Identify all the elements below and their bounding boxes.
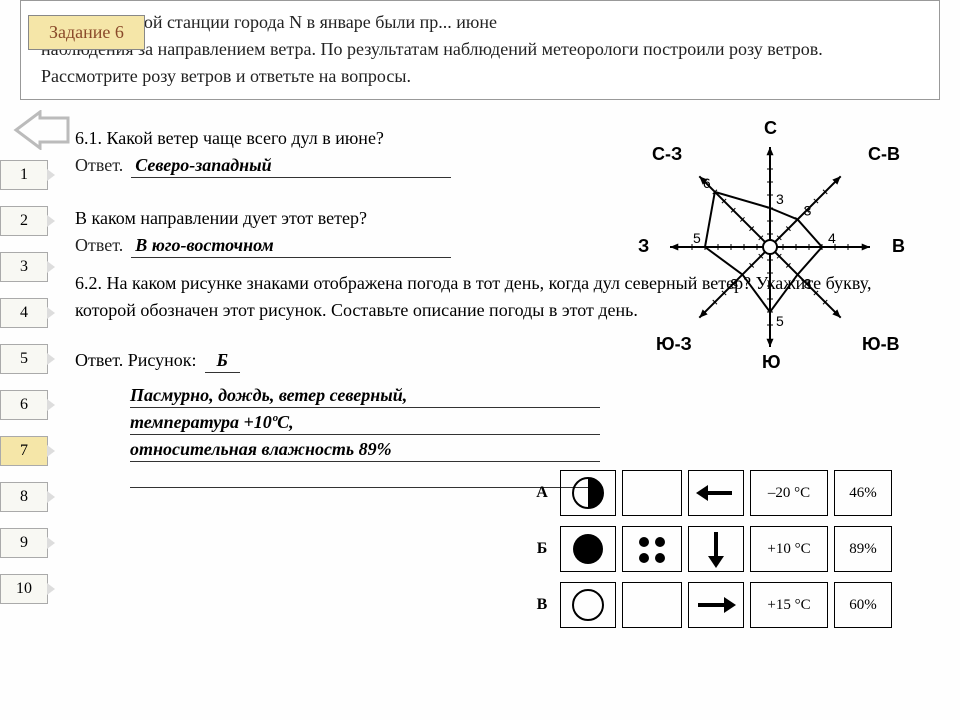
header-text-box: На ... огической станции города N в янва…	[20, 0, 940, 100]
svg-text:Ю-З: Ю-З	[656, 334, 692, 354]
answer-6-2-prefix: Ответ. Рисунок:	[75, 350, 197, 371]
weather-row-label: Б	[530, 540, 554, 558]
svg-text:3: 3	[776, 191, 784, 207]
answer-6-1b: В юго-восточном	[131, 235, 451, 258]
description-line-2: температура +10ºС,	[130, 412, 600, 435]
svg-text:Ю: Ю	[762, 352, 781, 372]
svg-text:Ю-В: Ю-В	[862, 334, 900, 354]
svg-text:3: 3	[804, 202, 812, 218]
weather-options: А –20 °C46% Б +10 °C89% В +15 °C60%	[530, 470, 930, 638]
svg-text:6: 6	[703, 175, 711, 191]
cloud-icon	[560, 470, 616, 516]
weather-humidity: 89%	[834, 526, 892, 572]
svg-text:5: 5	[693, 230, 701, 246]
svg-text:С: С	[764, 118, 777, 138]
nav-tab-10[interactable]: 10	[0, 574, 48, 604]
nav-tab-3[interactable]: 3	[0, 252, 48, 282]
nav-tab-8[interactable]: 8	[0, 482, 48, 512]
svg-text:3: 3	[730, 276, 738, 292]
cloud-icon	[560, 526, 616, 572]
wind-icon	[688, 582, 744, 628]
cloud-icon	[560, 582, 616, 628]
wind-rose-diagram: 33435356СС-ВВЮ-ВЮЮ-ЗЗС-З	[610, 112, 930, 372]
svg-text:С-З: С-З	[652, 144, 682, 164]
wind-icon	[688, 470, 744, 516]
description-line-1: Пасмурно, дождь, ветер северный,	[130, 385, 600, 408]
weather-humidity: 46%	[834, 470, 892, 516]
weather-row: А –20 °C46%	[530, 470, 930, 516]
svg-text:3: 3	[804, 276, 812, 292]
precip-icon	[622, 526, 682, 572]
weather-row-label: А	[530, 484, 554, 502]
precip-icon	[622, 470, 682, 516]
svg-text:5: 5	[776, 313, 784, 329]
nav-tabs: 1 2 3 4 5 6 7 8 9 10	[0, 160, 60, 620]
nav-tab-9[interactable]: 9	[0, 528, 48, 558]
weather-row: Б +10 °C89%	[530, 526, 930, 572]
answer-6-2-letter: Б	[205, 350, 240, 373]
weather-temp: +15 °C	[750, 582, 828, 628]
nav-tab-2[interactable]: 2	[0, 206, 48, 236]
svg-text:4: 4	[828, 230, 836, 246]
svg-text:В: В	[892, 236, 905, 256]
precip-icon	[622, 582, 682, 628]
weather-temp: –20 °C	[750, 470, 828, 516]
nav-tab-1[interactable]: 1	[0, 160, 48, 190]
answer-6-1: Северо-западный	[131, 155, 451, 178]
answer-label: Ответ.	[75, 155, 123, 176]
header-text: На ... огической станции города N в янва…	[41, 9, 919, 90]
description-line-3: относительная влажность 89%	[130, 439, 600, 462]
svg-text:З: З	[638, 236, 649, 256]
weather-row-label: В	[530, 596, 554, 614]
back-arrow-icon[interactable]	[10, 110, 70, 150]
wind-icon	[688, 526, 744, 572]
answer-label: Ответ.	[75, 235, 123, 256]
nav-tab-7[interactable]: 7	[0, 436, 48, 466]
task-badge: Задание 6	[28, 15, 145, 50]
nav-tab-5[interactable]: 5	[0, 344, 48, 374]
svg-text:С-В: С-В	[868, 144, 900, 164]
nav-tab-4[interactable]: 4	[0, 298, 48, 328]
weather-temp: +10 °C	[750, 526, 828, 572]
weather-humidity: 60%	[834, 582, 892, 628]
weather-row: В +15 °C60%	[530, 582, 930, 628]
nav-tab-6[interactable]: 6	[0, 390, 48, 420]
